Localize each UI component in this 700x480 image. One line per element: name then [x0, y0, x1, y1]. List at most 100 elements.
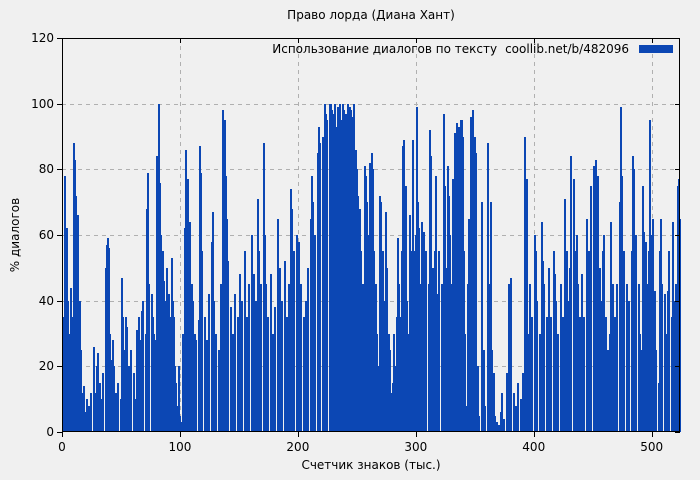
- x-tick-label: 200: [286, 440, 310, 454]
- bar: [289, 189, 292, 432]
- bar: [109, 333, 112, 432]
- bar: [238, 274, 241, 432]
- bar: [187, 179, 189, 432]
- bar: [194, 333, 197, 432]
- bar: [387, 333, 390, 432]
- bar: [205, 340, 208, 432]
- y-tick-mark: [57, 235, 62, 236]
- bar: [676, 185, 679, 432]
- bar: [545, 317, 548, 432]
- bar: [288, 284, 291, 432]
- bar: [481, 392, 484, 432]
- bar: [635, 235, 638, 432]
- bar: [422, 231, 425, 432]
- bar: [73, 159, 76, 432]
- bar: [424, 284, 427, 432]
- bar: [334, 103, 337, 432]
- bar: [234, 294, 237, 432]
- bar: [371, 152, 373, 432]
- bar: [382, 300, 385, 432]
- bar: [514, 405, 517, 432]
- bar: [394, 366, 397, 432]
- bar: [415, 107, 418, 432]
- bar: [84, 412, 87, 432]
- bar: [211, 212, 214, 432]
- bar: [553, 274, 556, 432]
- bar: [124, 317, 127, 432]
- bar: [97, 353, 100, 432]
- bar: [302, 317, 305, 432]
- bar: [411, 251, 414, 432]
- bar: [522, 372, 524, 432]
- bar: [425, 251, 428, 432]
- x-tick-mark-top: [180, 38, 181, 43]
- bar: [123, 349, 126, 432]
- y-tick-label: 80: [38, 162, 54, 177]
- bar: [432, 267, 435, 432]
- bar: [326, 120, 329, 432]
- bar: [223, 120, 226, 432]
- bar: [484, 405, 487, 432]
- bar: [392, 382, 395, 432]
- bar: [498, 425, 501, 432]
- bar: [486, 143, 489, 432]
- bar: [248, 284, 251, 432]
- y-tick-label: 0: [46, 425, 54, 439]
- chart-title: Право лорда (Диана Хант): [287, 8, 455, 22]
- bar: [384, 349, 386, 432]
- bar: [534, 251, 537, 432]
- y-tick-label: 60: [38, 228, 54, 242]
- bar: [159, 235, 162, 432]
- x-tick-label: 500: [640, 440, 664, 454]
- bar: [391, 405, 393, 432]
- bar: [76, 284, 79, 432]
- bar: [362, 317, 365, 432]
- bar: [657, 382, 660, 432]
- bar: [570, 156, 573, 432]
- bar: [267, 317, 270, 432]
- bar: [500, 392, 503, 432]
- bar: [75, 195, 77, 432]
- bar: [400, 251, 403, 432]
- bar: [444, 185, 447, 432]
- bar: [255, 300, 258, 432]
- bar: [64, 175, 67, 432]
- bar: [630, 251, 633, 432]
- bar: [197, 320, 200, 432]
- bar: [603, 235, 606, 432]
- bar: [359, 208, 362, 432]
- bar: [182, 333, 185, 432]
- bar: [667, 290, 669, 432]
- bar: [565, 251, 568, 432]
- bar: [303, 366, 306, 432]
- bar: [398, 284, 401, 432]
- bar: [361, 284, 364, 432]
- bar: [372, 169, 375, 432]
- bar: [90, 392, 93, 432]
- y-tick-mark: [57, 104, 62, 105]
- bar: [428, 129, 431, 432]
- y-tick-mark-right: [675, 432, 680, 433]
- bar: [360, 251, 363, 432]
- bar: [388, 349, 391, 432]
- bar: [650, 235, 653, 432]
- bar: [92, 346, 95, 432]
- bar: [191, 300, 194, 432]
- bar: [470, 116, 473, 432]
- bar: [560, 382, 563, 432]
- bar: [381, 251, 384, 432]
- bar: [130, 349, 133, 432]
- bar: [253, 274, 256, 432]
- x-tick-label: 0: [58, 440, 66, 454]
- bar: [599, 300, 602, 432]
- bar: [66, 300, 69, 432]
- bar: [340, 120, 343, 432]
- bar: [418, 228, 421, 432]
- bar: [156, 156, 159, 432]
- bar: [380, 202, 383, 432]
- bar: [141, 310, 143, 432]
- bar: [637, 284, 640, 432]
- bar: [213, 300, 215, 432]
- bar: [332, 120, 335, 432]
